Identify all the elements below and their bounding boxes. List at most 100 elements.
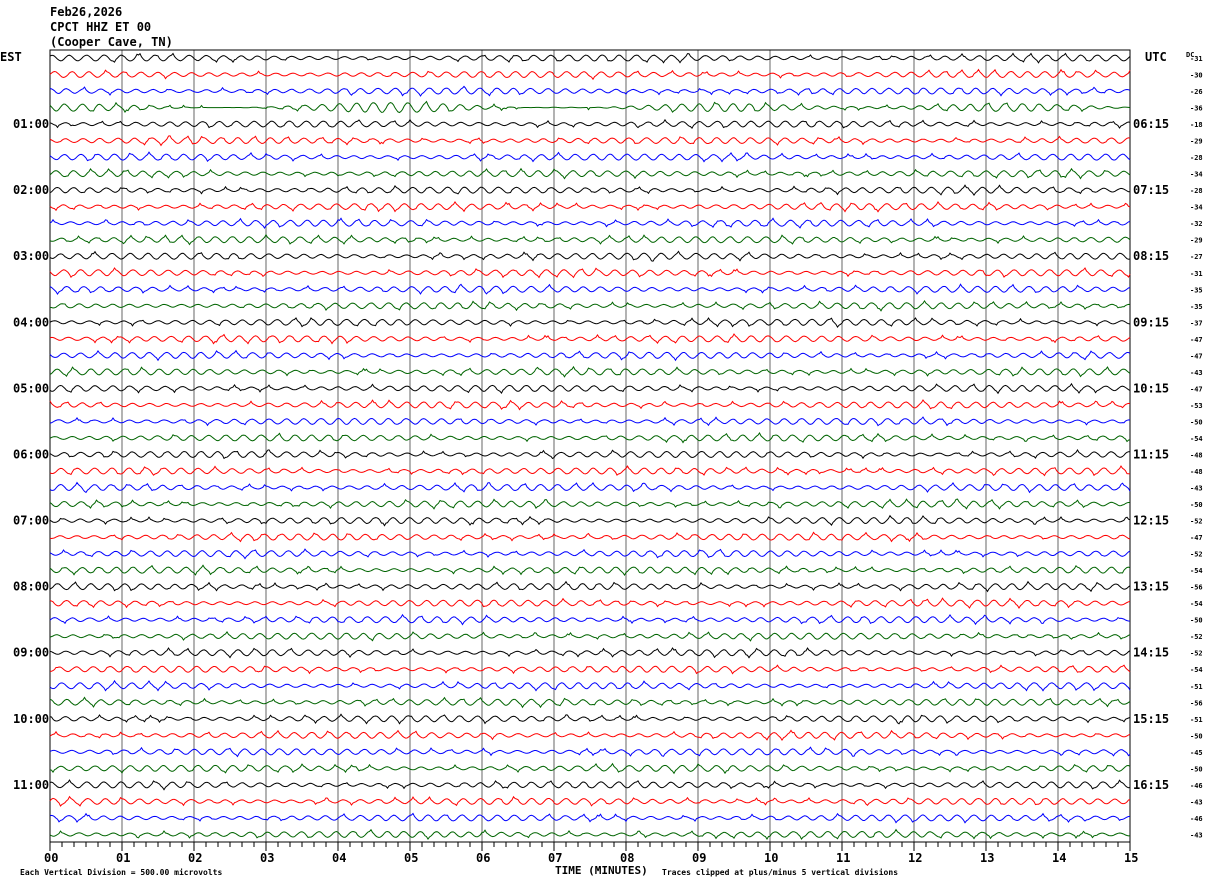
seismic-trace	[49, 647, 1131, 659]
seismic-trace	[49, 812, 1131, 824]
utc-hour-label: 10:15	[1133, 381, 1169, 395]
utc-hour-label: 15:15	[1133, 712, 1169, 726]
x-tick-label: 02	[188, 851, 202, 865]
est-hour-label: 08:00	[13, 580, 49, 594]
dc-offset-label: -43	[1190, 485, 1203, 493]
dc-offset-label: -52	[1190, 518, 1203, 526]
seismic-trace	[49, 713, 1131, 725]
seismic-trace	[49, 664, 1131, 675]
seismic-trace	[49, 333, 1131, 345]
dc-offset-label: -54	[1190, 567, 1203, 575]
location-label: (Cooper Cave, TN)	[50, 35, 173, 49]
dc-offset-label: -50	[1190, 617, 1203, 625]
utc-hour-label: 12:15	[1133, 514, 1169, 528]
dc-offset-label: -28	[1190, 187, 1203, 195]
seismic-trace	[49, 746, 1131, 758]
dc-offset-label: -26	[1190, 88, 1203, 96]
x-tick-label: 13	[980, 851, 994, 865]
dc-offset-label: -47	[1190, 336, 1203, 344]
seismic-trace	[49, 68, 1131, 81]
seismic-trace	[49, 465, 1131, 477]
seismic-trace	[49, 580, 1131, 593]
dc-offset-label: -48	[1190, 451, 1203, 459]
x-tick-label: 12	[908, 851, 922, 865]
seismic-trace	[49, 416, 1131, 427]
x-tick-label: 06	[476, 851, 490, 865]
seismic-trace	[49, 299, 1131, 312]
seismic-trace	[49, 449, 1131, 460]
dc-offset-label: -50	[1190, 732, 1203, 740]
seismic-trace	[49, 52, 1131, 64]
dc-label: DC	[1186, 51, 1194, 59]
dc-offset-label: -35	[1190, 286, 1203, 294]
dc-offset-label: -31	[1190, 270, 1203, 278]
est-hour-label: 09:00	[13, 646, 49, 660]
seismic-trace	[49, 432, 1131, 444]
est-hour-label: 07:00	[13, 514, 49, 528]
dc-offset-label: -50	[1190, 501, 1203, 509]
x-tick-label: 08	[620, 851, 634, 865]
seismic-trace	[49, 349, 1131, 362]
seismic-trace	[49, 317, 1131, 328]
dc-offset-label: -56	[1190, 699, 1203, 707]
dc-offset-label: -51	[1190, 716, 1203, 724]
dc-offset-label: -46	[1190, 815, 1203, 823]
est-hour-label: 11:00	[13, 778, 49, 792]
dc-offset-label: -45	[1190, 749, 1203, 757]
dc-offset-label: -18	[1190, 121, 1203, 129]
utc-hour-label: 08:15	[1133, 249, 1169, 263]
clip-note: Traces clipped at plus/minus 5 vertical …	[662, 867, 898, 877]
seismic-trace	[49, 167, 1131, 180]
dc-offset-label: -29	[1190, 138, 1203, 146]
utc-hour-label: 06:15	[1133, 117, 1169, 131]
seismic-trace	[49, 597, 1131, 609]
est-hour-label: 04:00	[13, 315, 49, 329]
dc-offset-label: -43	[1190, 831, 1203, 839]
dc-offset-label: -50	[1190, 418, 1203, 426]
dc-offset-label: -34	[1190, 171, 1203, 179]
dc-offset-label: -31	[1190, 55, 1203, 63]
seismic-trace	[49, 779, 1131, 791]
seismic-trace	[49, 630, 1131, 642]
x-tick-label: 04	[332, 851, 346, 865]
dc-offset-label: -27	[1190, 253, 1203, 261]
dc-offset-label: -43	[1190, 798, 1203, 806]
dc-offset-label: -30	[1190, 72, 1203, 80]
seismic-trace	[49, 283, 1131, 296]
x-tick-label: 05	[404, 851, 418, 865]
dc-offset-label: -29	[1190, 237, 1203, 245]
seismic-trace	[49, 217, 1131, 229]
seismic-trace	[49, 267, 1131, 279]
x-tick-label: 15	[1124, 851, 1138, 865]
seismic-trace	[49, 679, 1131, 692]
right-timezone: UTC	[1145, 50, 1167, 64]
dc-offset-label: -47	[1190, 352, 1203, 360]
seismic-trace	[49, 250, 1131, 262]
est-hour-label: 03:00	[13, 249, 49, 263]
station-label: CPCT HHZ ET 00	[50, 20, 151, 34]
x-tick-label: 09	[692, 851, 706, 865]
x-tick-label: 07	[548, 851, 562, 865]
dc-offset-label: -36	[1190, 105, 1203, 113]
seismic-trace	[49, 200, 1131, 213]
dc-offset-label: -54	[1190, 600, 1203, 608]
dc-offset-label: -35	[1190, 303, 1203, 311]
x-tick-label: 11	[836, 851, 850, 865]
seismic-trace	[49, 613, 1131, 626]
seismic-trace	[49, 151, 1131, 163]
x-tick-label: 14	[1052, 851, 1066, 865]
seismic-trace	[49, 233, 1131, 246]
seismic-trace	[49, 399, 1131, 411]
seismic-trace	[49, 729, 1131, 742]
seismic-trace	[49, 696, 1131, 709]
dc-offset-label: -37	[1190, 319, 1203, 327]
seismic-trace	[49, 100, 1131, 114]
dc-offset-label: -43	[1190, 369, 1203, 377]
dc-offset-label: -47	[1190, 534, 1203, 542]
utc-hour-label: 11:15	[1133, 447, 1169, 461]
seismic-trace	[49, 481, 1131, 494]
x-tick-label: 10	[764, 851, 778, 865]
dc-offset-label: -34	[1190, 204, 1203, 212]
dc-offset-label: -56	[1190, 584, 1203, 592]
